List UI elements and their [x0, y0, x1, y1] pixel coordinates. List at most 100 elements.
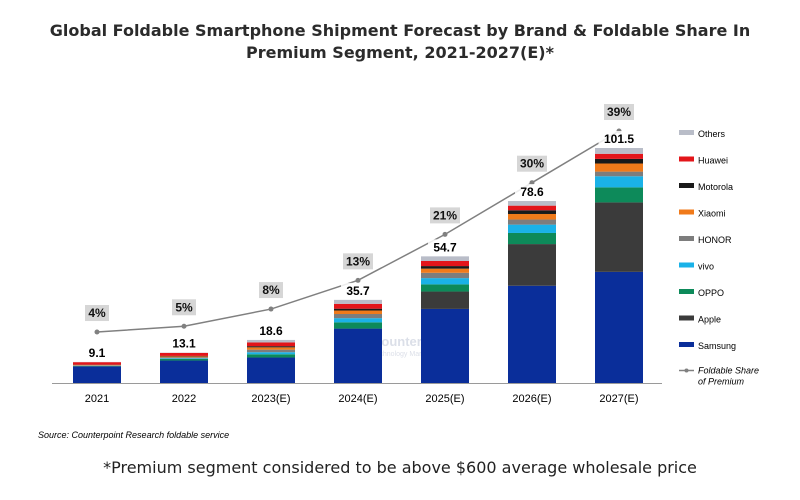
bar-vivo-4 [421, 278, 469, 285]
bar-others-2 [247, 339, 295, 343]
bar-vivo-2 [247, 352, 295, 355]
legend-label-share: Foldable Share of Premium [698, 366, 759, 387]
legend-swatch-others [679, 130, 694, 135]
share-label: 21% [433, 208, 457, 222]
bar-motorola-2 [247, 346, 295, 348]
total-label-bg [515, 184, 549, 199]
bar-vivo-3 [334, 318, 382, 323]
legend-swatch-share-dot [684, 368, 689, 373]
bar-honor-5 [508, 219, 556, 225]
bar-others-5 [508, 201, 556, 206]
bar-samsung-2 [247, 357, 295, 383]
legend-swatch-vivo [679, 262, 694, 268]
bar-huawei-1 [160, 352, 208, 356]
total-label: 9.1 [89, 346, 106, 360]
legend-label-xiaomi: Xiaomi [698, 209, 726, 219]
legend-label-others: Others [698, 129, 726, 139]
total-label-bg [254, 322, 288, 337]
share-point [355, 277, 361, 283]
x-tick-label: 2026(E) [512, 393, 551, 405]
share-point [181, 323, 187, 329]
bar-xiaomi-1 [160, 356, 208, 358]
total-label: 101.5 [604, 132, 634, 146]
share-label-box [430, 207, 460, 224]
x-tick-label: 2021 [85, 393, 109, 405]
share-point [529, 180, 535, 186]
legend-swatch-honor [679, 236, 694, 241]
bar-xiaomi-6 [595, 163, 643, 172]
bar-oppo-5 [508, 232, 556, 245]
bar-xiaomi-4 [421, 268, 469, 273]
share-label: 4% [88, 306, 106, 320]
total-label-bg [167, 335, 201, 350]
bar-others-4 [421, 256, 469, 261]
bar-samsung-0 [73, 366, 121, 383]
share-point [442, 231, 448, 237]
legend-swatch-huawei [679, 156, 694, 162]
x-tick-label: 2023(E) [251, 393, 290, 405]
legend-swatch-motorola [679, 183, 694, 188]
share-point [94, 329, 100, 335]
total-label-bg [598, 131, 640, 145]
bar-motorola-4 [421, 266, 469, 269]
legend-label-vivo: vivo [698, 262, 714, 272]
bar-oppo-1 [160, 358, 208, 361]
share-label: 8% [262, 283, 280, 297]
bar-honor-2 [247, 349, 295, 353]
bar-samsung-6 [595, 271, 643, 383]
bar-samsung-1 [160, 360, 208, 383]
share-label: 13% [346, 254, 370, 268]
watermark-tagline: Technology Market Research [372, 351, 463, 358]
total-label-bg [341, 282, 375, 297]
bar-samsung-5 [508, 285, 556, 383]
total-label-bg [83, 344, 111, 359]
bar-others-3 [334, 299, 382, 304]
legend-swatch-samsung [679, 342, 694, 347]
bar-apple-4 [421, 291, 469, 309]
share-label-box [343, 253, 373, 270]
bar-apple-6 [595, 202, 643, 272]
chart-title-wrap: Global Foldable Smartphone Shipment Fore… [0, 20, 800, 64]
bar-vivo-1 [160, 358, 208, 359]
x-tick-label: 2027(E) [599, 393, 638, 405]
bar-oppo-4 [421, 284, 469, 292]
x-tick-label: 2022 [172, 393, 196, 405]
x-tick-label: 2025(E) [425, 393, 464, 405]
bar-motorola-5 [508, 210, 556, 214]
bar-huawei-3 [334, 303, 382, 309]
bar-motorola-3 [334, 308, 382, 311]
bar-huawei-4 [421, 260, 469, 267]
legend-swatch-oppo [679, 289, 694, 294]
legend-label-apple: Apple [698, 315, 721, 325]
chart-title: Global Foldable Smartphone Shipment Fore… [49, 21, 751, 62]
share-label-box [172, 299, 196, 316]
bar-apple-5 [508, 244, 556, 286]
legend-swatch-apple [679, 315, 694, 321]
total-label: 78.6 [520, 185, 544, 199]
bar-honor-1 [160, 357, 208, 359]
bar-oppo-2 [247, 354, 295, 358]
total-label: 18.6 [259, 324, 283, 338]
bar-huawei-2 [247, 342, 295, 347]
bar-huawei-5 [508, 205, 556, 211]
total-label: 35.7 [346, 284, 370, 298]
share-point [268, 306, 274, 312]
bar-oppo-6 [595, 187, 643, 203]
legend-swatch-xiaomi [679, 209, 694, 215]
x-tick-label: 2024(E) [338, 393, 377, 405]
bar-motorola-6 [595, 158, 643, 164]
bar-huawei-6 [595, 153, 643, 159]
bar-xiaomi-5 [508, 213, 556, 220]
share-label: 39% [607, 105, 631, 119]
bar-honor-6 [595, 171, 643, 177]
legend-label-oppo: OPPO [698, 288, 724, 298]
share-label-box [259, 282, 283, 299]
share-label: 30% [520, 157, 544, 171]
share-label-box [604, 104, 634, 120]
legend-label-samsung: Samsung [698, 341, 736, 351]
total-label: 13.1 [172, 337, 196, 351]
bar-xiaomi-3 [334, 310, 382, 315]
legend-label-honor: HONOR [698, 235, 732, 245]
share-label: 5% [175, 300, 193, 314]
